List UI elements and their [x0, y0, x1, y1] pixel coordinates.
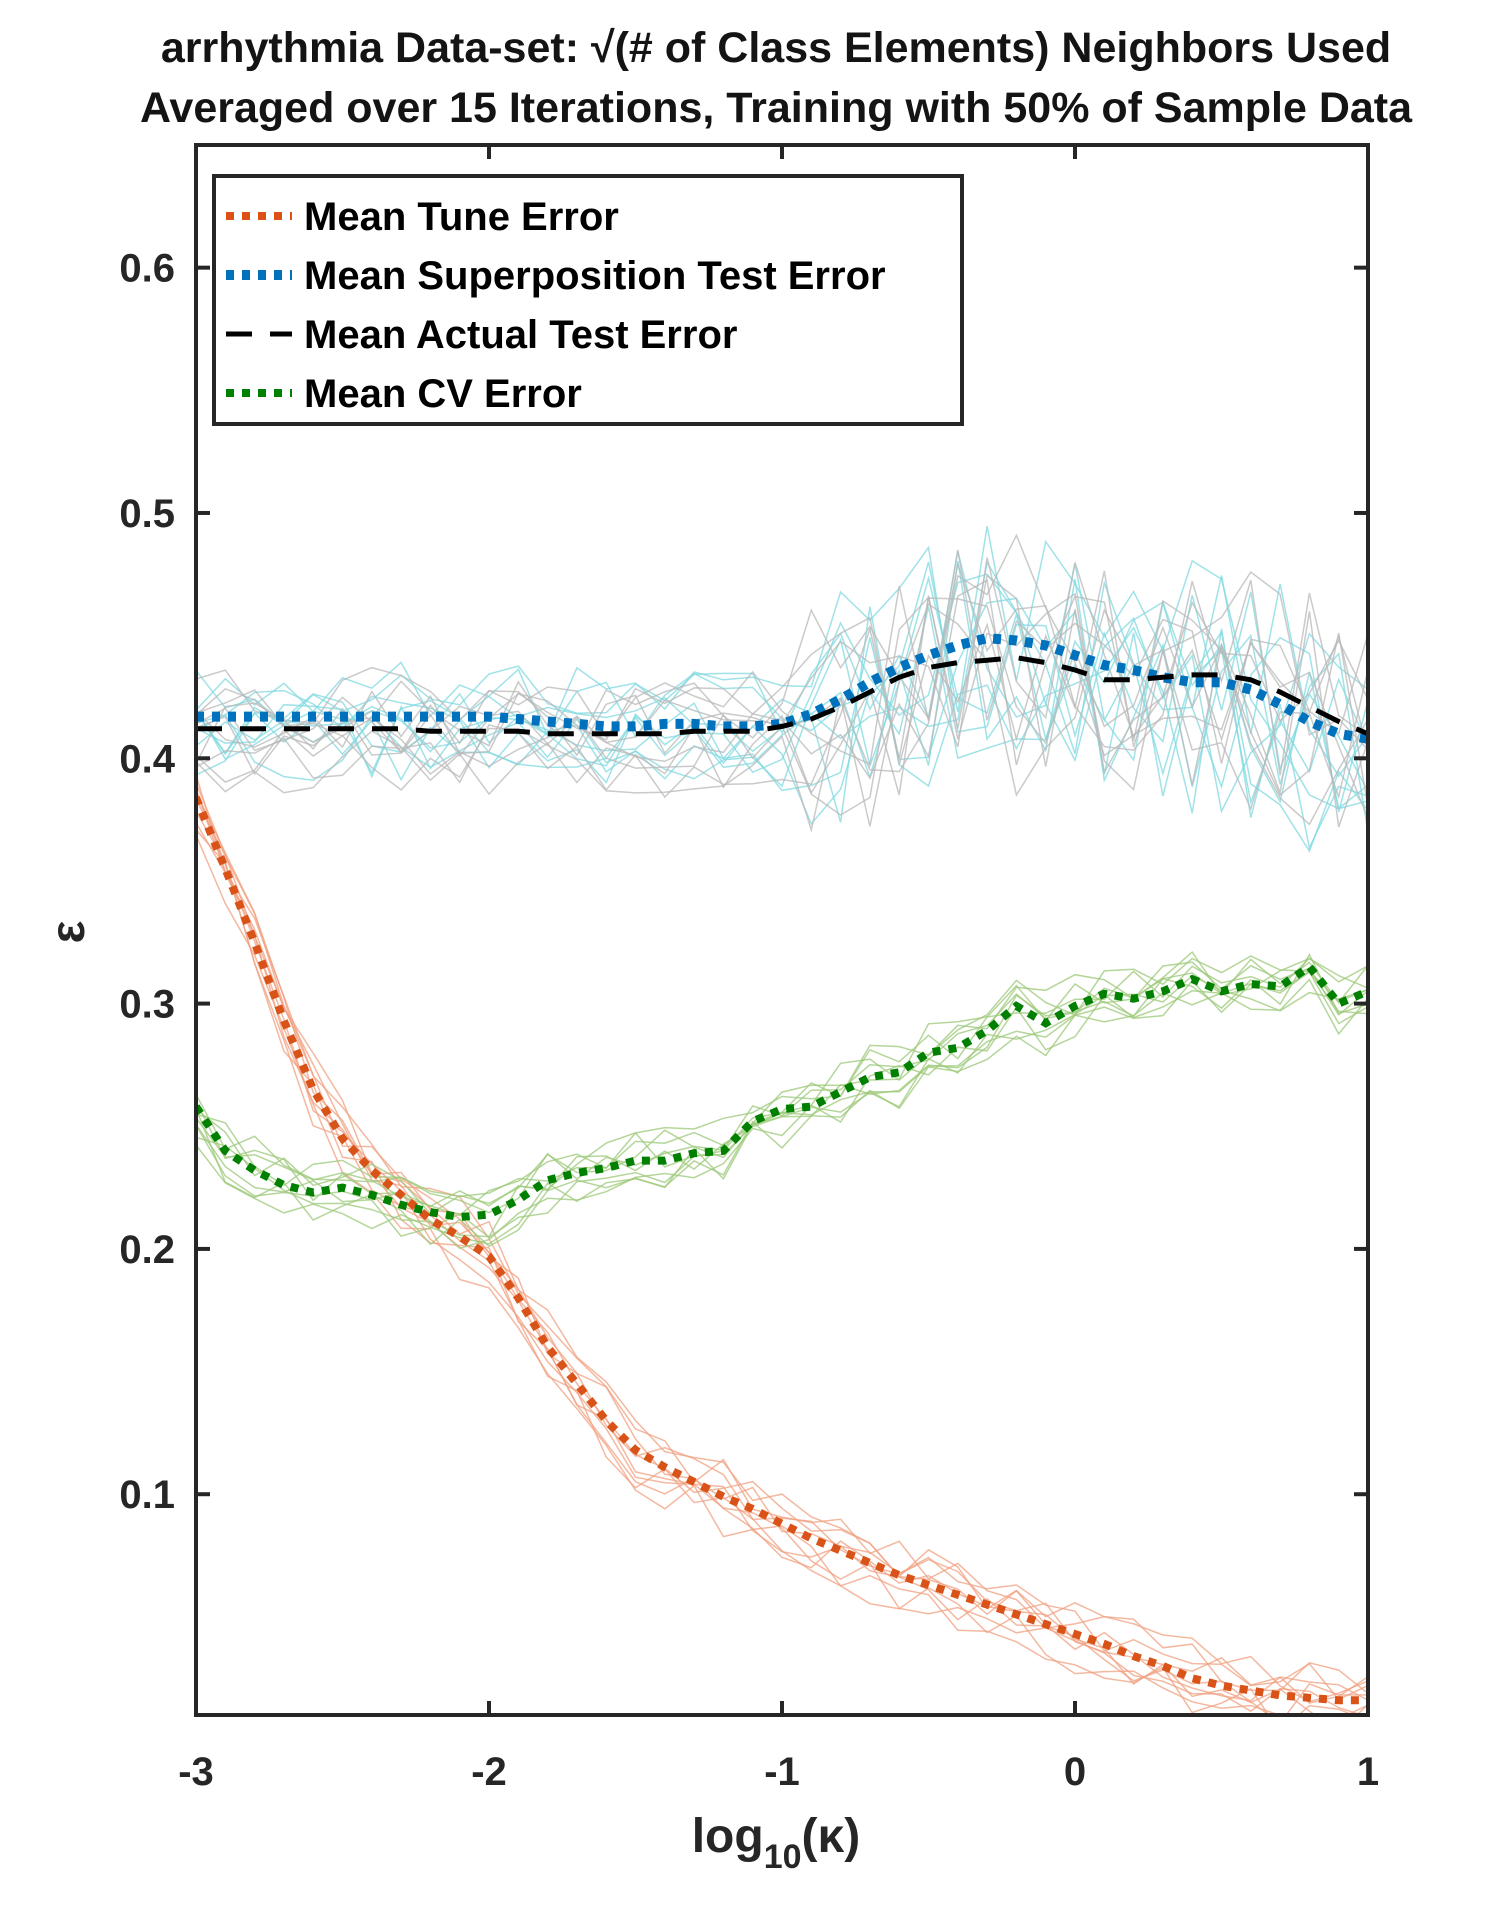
x-tick-label: -3 — [178, 1750, 214, 1794]
individual-run-line-actual — [196, 597, 1368, 826]
legend: Mean Tune Error Mean Superposition Test E… — [212, 174, 964, 426]
individual-run-line-tune — [196, 798, 1368, 1704]
individual-run-line-actual — [196, 592, 1368, 819]
series-line-actual — [196, 655, 1368, 737]
individual-run-line-cv — [196, 957, 1368, 1215]
chart-subtitle: Averaged over 15 Iterations, Training wi… — [140, 84, 1413, 132]
individual-run-line-cv — [196, 955, 1368, 1208]
y-tick-label: 0.4 — [119, 737, 175, 781]
y-tick-label: 0.5 — [119, 492, 175, 536]
individual-run-line-superposition — [196, 597, 1368, 806]
individual-run-line-tune — [196, 774, 1368, 1703]
individual-run-line-superposition — [196, 526, 1368, 810]
y-tick-label: 0.1 — [119, 1473, 175, 1517]
x-axis-label-base: log — [692, 1810, 764, 1863]
individual-run-line-actual — [196, 579, 1368, 808]
x-tick-label: -2 — [471, 1750, 507, 1794]
individual-run-line-superposition — [196, 551, 1368, 778]
individual-run-line-actual — [196, 533, 1368, 766]
x-tick-label: 0 — [1064, 1750, 1086, 1794]
individual-run-line-superposition — [196, 575, 1368, 853]
individual-run-line-actual — [196, 561, 1368, 776]
individual-run-line-superposition — [196, 601, 1368, 826]
x-tick-label: 1 — [1357, 1750, 1379, 1794]
individual-run-line-cv — [196, 978, 1368, 1245]
y-axis-label: ε — [42, 920, 95, 943]
legend-box — [212, 174, 964, 426]
mean-series-lines — [196, 633, 1368, 1705]
axis-ticks — [194, 145, 1370, 1715]
series-line-cv — [196, 961, 1368, 1222]
individual-run-line-cv — [196, 950, 1368, 1214]
legend-label-tune: Mean Tune Error — [304, 195, 619, 239]
x-axis-label: log10(κ) — [692, 1810, 861, 1876]
individual-run-line-cv — [196, 974, 1368, 1250]
legend-label-cv: Mean CV Error — [304, 372, 582, 416]
series-line-superposition — [196, 633, 1368, 744]
individual-run-line-actual — [196, 602, 1368, 833]
chart-title: arrhythmia Data-set: √(# of Class Elemen… — [161, 24, 1391, 72]
x-axis-label-subscript: 10 — [764, 1838, 802, 1876]
individual-run-line-cv — [196, 953, 1368, 1238]
y-tick-label: 0.6 — [119, 247, 175, 291]
legend-label-actual: Mean Actual Test Error — [304, 313, 737, 357]
x-axis-label-argument: (κ) — [802, 1810, 861, 1863]
x-tick-label: -1 — [764, 1750, 800, 1794]
individual-run-line-cv — [196, 958, 1368, 1198]
y-tick-label: 0.2 — [119, 1228, 175, 1272]
axis-tick-labels: -3 -2 -1 0 1 0.1 0.2 0.3 0.4 0.5 0.6 — [119, 247, 1379, 1794]
individual-run-line-tune — [196, 822, 1368, 1715]
y-tick-label: 0.3 — [119, 983, 175, 1027]
legend-label-superposition: Mean Superposition Test Error — [304, 254, 886, 298]
